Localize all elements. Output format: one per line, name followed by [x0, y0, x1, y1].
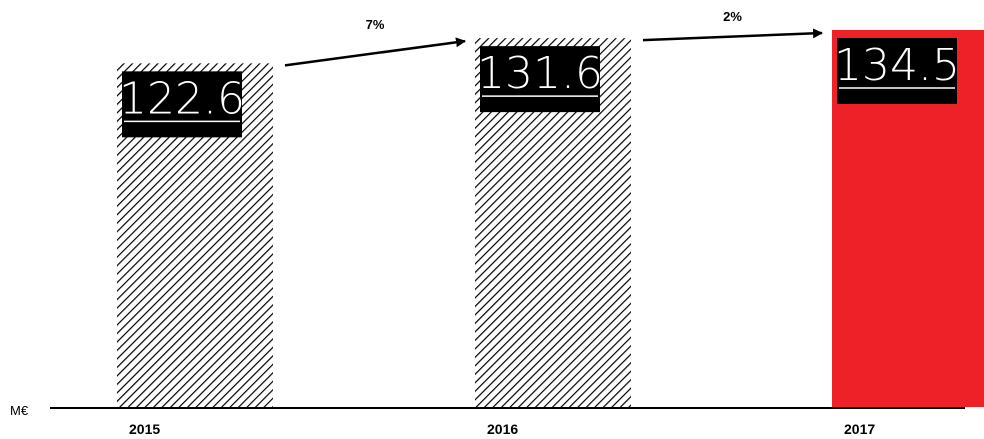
value-label-box [480, 46, 600, 113]
value-label-box [837, 38, 957, 104]
value-label-box [122, 71, 242, 138]
category-label: 2017 [844, 421, 875, 437]
value-labels-group: 122.6 131.6 134.5 [119, 38, 960, 138]
category-labels-group: 2015 2016 2017 [129, 421, 875, 437]
growth-arrow [642, 28, 823, 42]
growth-arrow [284, 37, 466, 67]
category-label: 2016 [487, 421, 518, 437]
growth-label: 2% [723, 9, 742, 24]
unit-label: M€ [10, 403, 29, 418]
growth-arrows-group: 7% 2% [284, 9, 823, 67]
value-label: 122.6 [119, 73, 245, 124]
growth-label: 7% [366, 17, 385, 32]
value-label: 131.6 [477, 48, 603, 99]
category-label: 2015 [129, 421, 160, 437]
value-label: 134.5 [834, 40, 960, 91]
